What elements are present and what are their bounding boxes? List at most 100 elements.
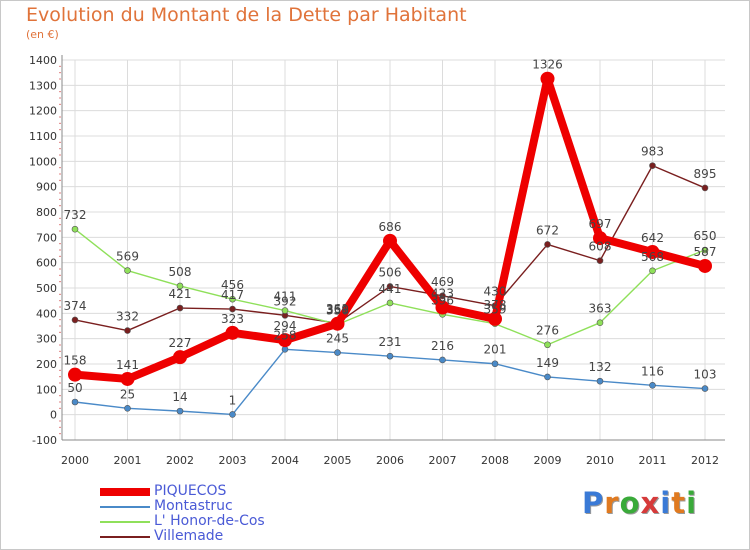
y-axis: -100 0 100 200 300 400 500 600 700 800 900 1000 1100… [29,54,63,447]
data-point-piquecos [225,325,240,340]
data-label: 506 [379,265,402,279]
chart-subtitle: (en €) [26,28,59,41]
data-label: 392 [274,294,297,308]
data-label: 672 [536,223,559,237]
data-label: 231 [379,335,402,349]
data-label: 227 [169,336,192,350]
data-label: 642 [641,231,664,245]
data-label: 378 [484,298,507,312]
data-label: 258 [274,328,297,342]
data-label: 396 [431,293,454,307]
data-label: 417 [221,288,244,302]
data-label: 650 [694,229,717,243]
legend-swatch-villemade [100,535,150,538]
x-tick-label: 2005 [324,454,352,467]
data-label: 332 [116,310,139,324]
legend-swatch-montastruc [100,505,150,508]
x-tick-label: 2007 [429,454,457,467]
data-point-piquecos [383,233,397,248]
data-point-piquecos [698,258,712,273]
x-tick-label: 2008 [481,454,509,467]
y-tick-label: 0 [50,409,57,422]
logo-letter: P [582,486,605,520]
data-label: 158 [64,354,87,368]
x-tick-label: 2003 [219,454,247,467]
data-label: 149 [536,356,559,370]
data-label: 14 [172,390,187,404]
x-tick-label: 2004 [271,454,299,467]
data-label: 568 [641,250,664,264]
data-point-villemade [649,162,656,169]
data-point-villemade [596,257,604,264]
data-point-l-honor-de-cos [176,282,184,290]
data-point-villemade [701,184,709,192]
data-point-l-honor-de-cos [281,307,289,314]
data-label: 983 [641,145,664,159]
logo-letter: t [671,486,687,520]
logo-letter: i [660,486,672,520]
data-point-l-honor-de-cos [596,319,604,327]
data-label: 50 [67,381,82,395]
data-point-montastruc [334,349,341,356]
data-label: 587 [694,245,717,259]
data-point-piquecos [488,311,502,326]
x-tick-label: 2002 [166,454,194,467]
data-point-montastruc [124,405,131,412]
data-point-montastruc [281,346,289,353]
x-tick-label: 2000 [61,454,89,467]
y-tick-label: 1100 [29,130,57,143]
data-point-piquecos [540,71,555,86]
y-tick-label: 1300 [29,79,57,92]
data-label: 201 [484,343,507,357]
data-point-villemade [124,327,131,334]
y-tick-label: 900 [36,181,57,194]
data-point-piquecos [645,245,660,260]
x-tick-label: 2009 [534,454,562,467]
y-tick-label: 800 [36,206,57,219]
legend-swatch-piquecos [100,487,150,496]
data-point-villemade [544,241,551,248]
legend-label-honor-de-cos: L' Honor-de-Cos [154,513,265,529]
legend-item-villemade: Villemade [100,529,265,544]
data-point-piquecos [435,300,450,315]
data-label: 469 [431,275,454,289]
data-label: 508 [169,265,192,279]
chart-title: Evolution du Montant de la Dette par Hab… [26,4,467,26]
proxiti-logo: Proxiti [582,486,697,520]
data-point-l-honor-de-cos [649,267,656,275]
data-label: 423 [431,287,454,301]
data-label: 697 [589,217,612,231]
legend-label-montastruc: Montastruc [154,498,233,514]
data-label: 103 [694,368,717,382]
data-point-villemade [386,283,394,290]
x-tick-label: 2006 [376,454,404,467]
y-tick-label: 700 [36,231,57,244]
data-label: 411 [274,290,297,304]
data-point-montastruc [649,381,656,389]
y-tick-label: 600 [36,257,57,270]
y-tick-label: 400 [36,307,57,320]
series-layer [68,71,712,418]
data-point-l-honor-de-cos [71,225,79,233]
logo-letter: i [686,486,698,520]
data-label: 361 [326,302,349,316]
data-point-piquecos [593,231,607,246]
data-label: 732 [64,208,87,222]
legend-label-piquecos: PIQUECOS [154,483,227,499]
data-label: 323 [221,312,244,326]
data-point-montastruc [544,373,551,381]
data-label: 430 [484,285,507,299]
data-point-montastruc [491,360,499,368]
data-label: 359 [326,303,349,317]
data-label: 686 [379,220,402,234]
logo-letter: x [640,486,661,520]
y-tick-label: 500 [36,282,57,295]
data-label: 1326 [532,58,563,72]
data-point-villemade [229,305,236,313]
y-tick-label: 300 [36,333,57,346]
data-point-piquecos [68,367,82,382]
data-point-montastruc [701,385,709,392]
data-point-montastruc [439,356,446,364]
x-tick-label: 2012 [691,454,719,467]
